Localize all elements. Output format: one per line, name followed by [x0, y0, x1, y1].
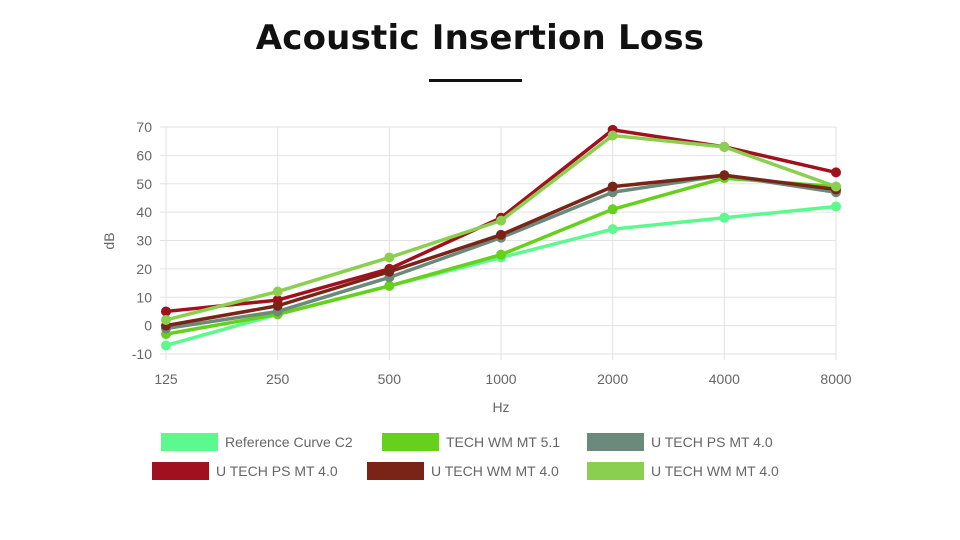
- y-axis-label: dB: [101, 232, 117, 249]
- legend-label: U TECH WM MT 4.0: [651, 463, 779, 479]
- legend-label: TECH WM MT 5.1: [446, 434, 561, 450]
- y-tick-label: 30: [136, 233, 152, 249]
- legend-item[interactable]: U TECH WM MT 4.0: [587, 462, 779, 480]
- legend-item[interactable]: U TECH PS MT 4.0: [587, 433, 773, 451]
- x-tick-label: 250: [266, 371, 290, 387]
- x-tick-label: 2000: [597, 371, 628, 387]
- title-underline: [429, 79, 522, 82]
- data-point: [831, 201, 841, 212]
- x-tick-label: 8000: [820, 371, 851, 387]
- data-point: [496, 249, 506, 260]
- legend-label: Reference Curve C2: [225, 434, 353, 450]
- data-point: [496, 229, 506, 240]
- data-point: [607, 181, 618, 192]
- legend-swatch: [152, 462, 209, 480]
- legend-swatch: [587, 433, 644, 451]
- data-point: [161, 314, 171, 325]
- y-tick-label: 60: [136, 147, 152, 163]
- data-point: [384, 252, 395, 263]
- data-point: [607, 130, 618, 141]
- axes: -10 0 10 20 30 40 50 60 70 125 250 500 1000 2000 4000 8…: [132, 119, 852, 387]
- legend-item[interactable]: U TECH PS MT 4.0: [152, 462, 338, 480]
- data-point: [161, 340, 171, 351]
- data-point: [607, 224, 618, 235]
- data-point: [831, 181, 841, 192]
- data-point: [272, 300, 283, 311]
- series-5: [161, 130, 841, 325]
- series-4: [161, 170, 841, 331]
- series: [161, 124, 841, 351]
- legend-label: U TECH PS MT 4.0: [216, 463, 338, 479]
- data-point: [719, 170, 730, 181]
- y-tick-label: 70: [136, 119, 152, 135]
- data-point: [719, 212, 730, 223]
- y-tick-label: -10: [132, 346, 152, 362]
- y-tick-label: 40: [136, 204, 152, 220]
- data-point: [272, 286, 283, 297]
- data-point: [607, 204, 618, 215]
- data-point: [384, 280, 395, 291]
- y-tick-label: 10: [136, 289, 152, 305]
- legend-swatch: [367, 462, 424, 480]
- y-tick-label: 20: [136, 261, 152, 277]
- legend-label: U TECH PS MT 4.0: [651, 434, 773, 450]
- legend-item[interactable]: Reference Curve C2: [161, 433, 353, 451]
- y-tick-label: 0: [144, 318, 152, 334]
- grid: [160, 126, 837, 360]
- x-tick-label: 500: [378, 371, 402, 387]
- x-axis-label: Hz: [492, 399, 509, 415]
- legend-swatch: [161, 433, 218, 451]
- y-tick-label: 50: [136, 176, 152, 192]
- legend-item[interactable]: TECH WM MT 5.1: [382, 433, 560, 451]
- data-point: [496, 215, 506, 226]
- x-tick-label: 4000: [709, 371, 740, 387]
- legend-label: U TECH WM MT 4.0: [431, 463, 559, 479]
- legend-swatch: [587, 462, 644, 480]
- data-point: [719, 141, 730, 152]
- legend-item[interactable]: U TECH WM MT 4.0: [367, 462, 559, 480]
- legend-swatch: [382, 433, 439, 451]
- data-point: [384, 266, 395, 277]
- x-tick-label: 1000: [485, 371, 516, 387]
- data-point: [161, 306, 171, 317]
- x-tick-label: 125: [154, 371, 178, 387]
- page-title: Acoustic Insertion Loss: [255, 18, 705, 58]
- data-point: [831, 167, 841, 178]
